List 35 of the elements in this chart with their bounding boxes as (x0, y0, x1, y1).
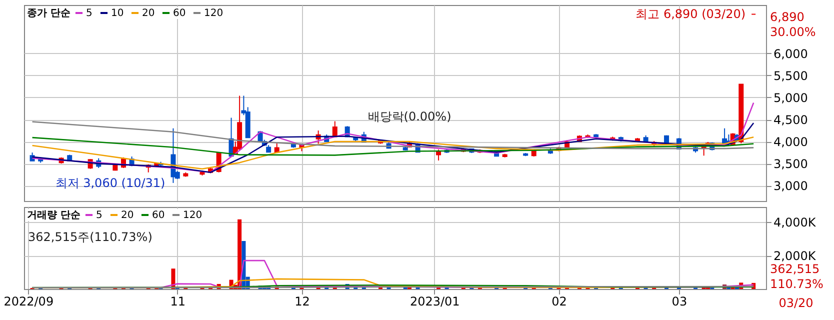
legend-label: 60 (173, 8, 186, 19)
y-tick-label: 4,500 (774, 113, 808, 128)
text: 362,515 (770, 262, 820, 276)
x-tick-label: 2023/01 (410, 294, 460, 308)
text: 110.73% (770, 277, 824, 291)
legend-title: 종가 단순 (27, 8, 70, 19)
y-tick-label: 3,500 (774, 157, 808, 172)
x-tick-label: 11 (170, 294, 186, 308)
x-tick-label: 2022/09 (4, 294, 54, 308)
x-tick-label: 03 (672, 294, 688, 308)
y-tick-label: 4,000 (774, 135, 808, 150)
y-tick-label: 4,000K (774, 216, 817, 230)
x-tick-label: 02 (552, 294, 567, 308)
y-tick-label: 6,000 (774, 46, 808, 61)
legend-label: 5 (96, 210, 102, 221)
legend-label: 120 (204, 8, 224, 19)
legend-title: 거래량 단순 (27, 210, 80, 221)
annotation: 배당락(0.00%) (368, 109, 452, 124)
annotation: 최고 6,890 (03/20) (636, 7, 746, 22)
text: 6,890 (770, 10, 804, 24)
text: 03/20 (778, 296, 814, 310)
annotation: 최저 3,060 (10/31) (55, 176, 166, 190)
text: 30.00% (770, 25, 816, 39)
legend-label: 20 (121, 210, 134, 221)
y-tick-label: 5,500 (774, 68, 808, 83)
legend-label: 20 (142, 8, 155, 19)
annotation: 362,515주(110.73%) (28, 230, 152, 244)
y-tick-label: 3,000 (774, 179, 808, 194)
x-tick-label: 12 (294, 294, 310, 308)
legend-label: 5 (86, 8, 92, 19)
y-tick-label: 5,000 (774, 90, 808, 105)
legend-label: 60 (152, 210, 165, 221)
legend-label: 120 (183, 210, 202, 221)
y-tick-label: 2,000K (774, 249, 817, 264)
legend-label: 10 (111, 8, 124, 19)
